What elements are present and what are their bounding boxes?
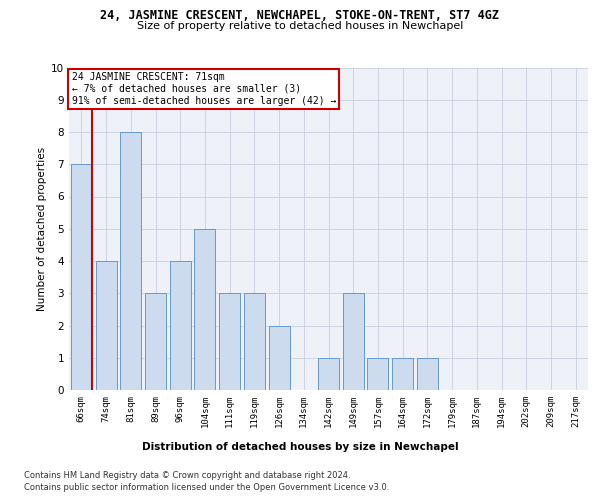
Text: 24 JASMINE CRESCENT: 71sqm
← 7% of detached houses are smaller (3)
91% of semi-d: 24 JASMINE CRESCENT: 71sqm ← 7% of detac… — [71, 72, 336, 106]
Bar — [194, 229, 215, 390]
Bar — [269, 326, 290, 390]
Bar — [318, 358, 339, 390]
Text: Size of property relative to detached houses in Newchapel: Size of property relative to detached ho… — [137, 21, 463, 31]
Bar — [219, 293, 240, 390]
Bar — [392, 358, 413, 390]
Bar — [145, 293, 166, 390]
Y-axis label: Number of detached properties: Number of detached properties — [37, 146, 47, 311]
Bar — [95, 261, 116, 390]
Bar — [244, 293, 265, 390]
Bar — [417, 358, 438, 390]
Text: Contains public sector information licensed under the Open Government Licence v3: Contains public sector information licen… — [24, 483, 389, 492]
Text: Contains HM Land Registry data © Crown copyright and database right 2024.: Contains HM Land Registry data © Crown c… — [24, 471, 350, 480]
Bar — [343, 293, 364, 390]
Bar — [71, 164, 92, 390]
Text: Distribution of detached houses by size in Newchapel: Distribution of detached houses by size … — [142, 442, 458, 452]
Bar — [170, 261, 191, 390]
Bar — [367, 358, 388, 390]
Bar — [120, 132, 141, 390]
Text: 24, JASMINE CRESCENT, NEWCHAPEL, STOKE-ON-TRENT, ST7 4GZ: 24, JASMINE CRESCENT, NEWCHAPEL, STOKE-O… — [101, 9, 499, 22]
